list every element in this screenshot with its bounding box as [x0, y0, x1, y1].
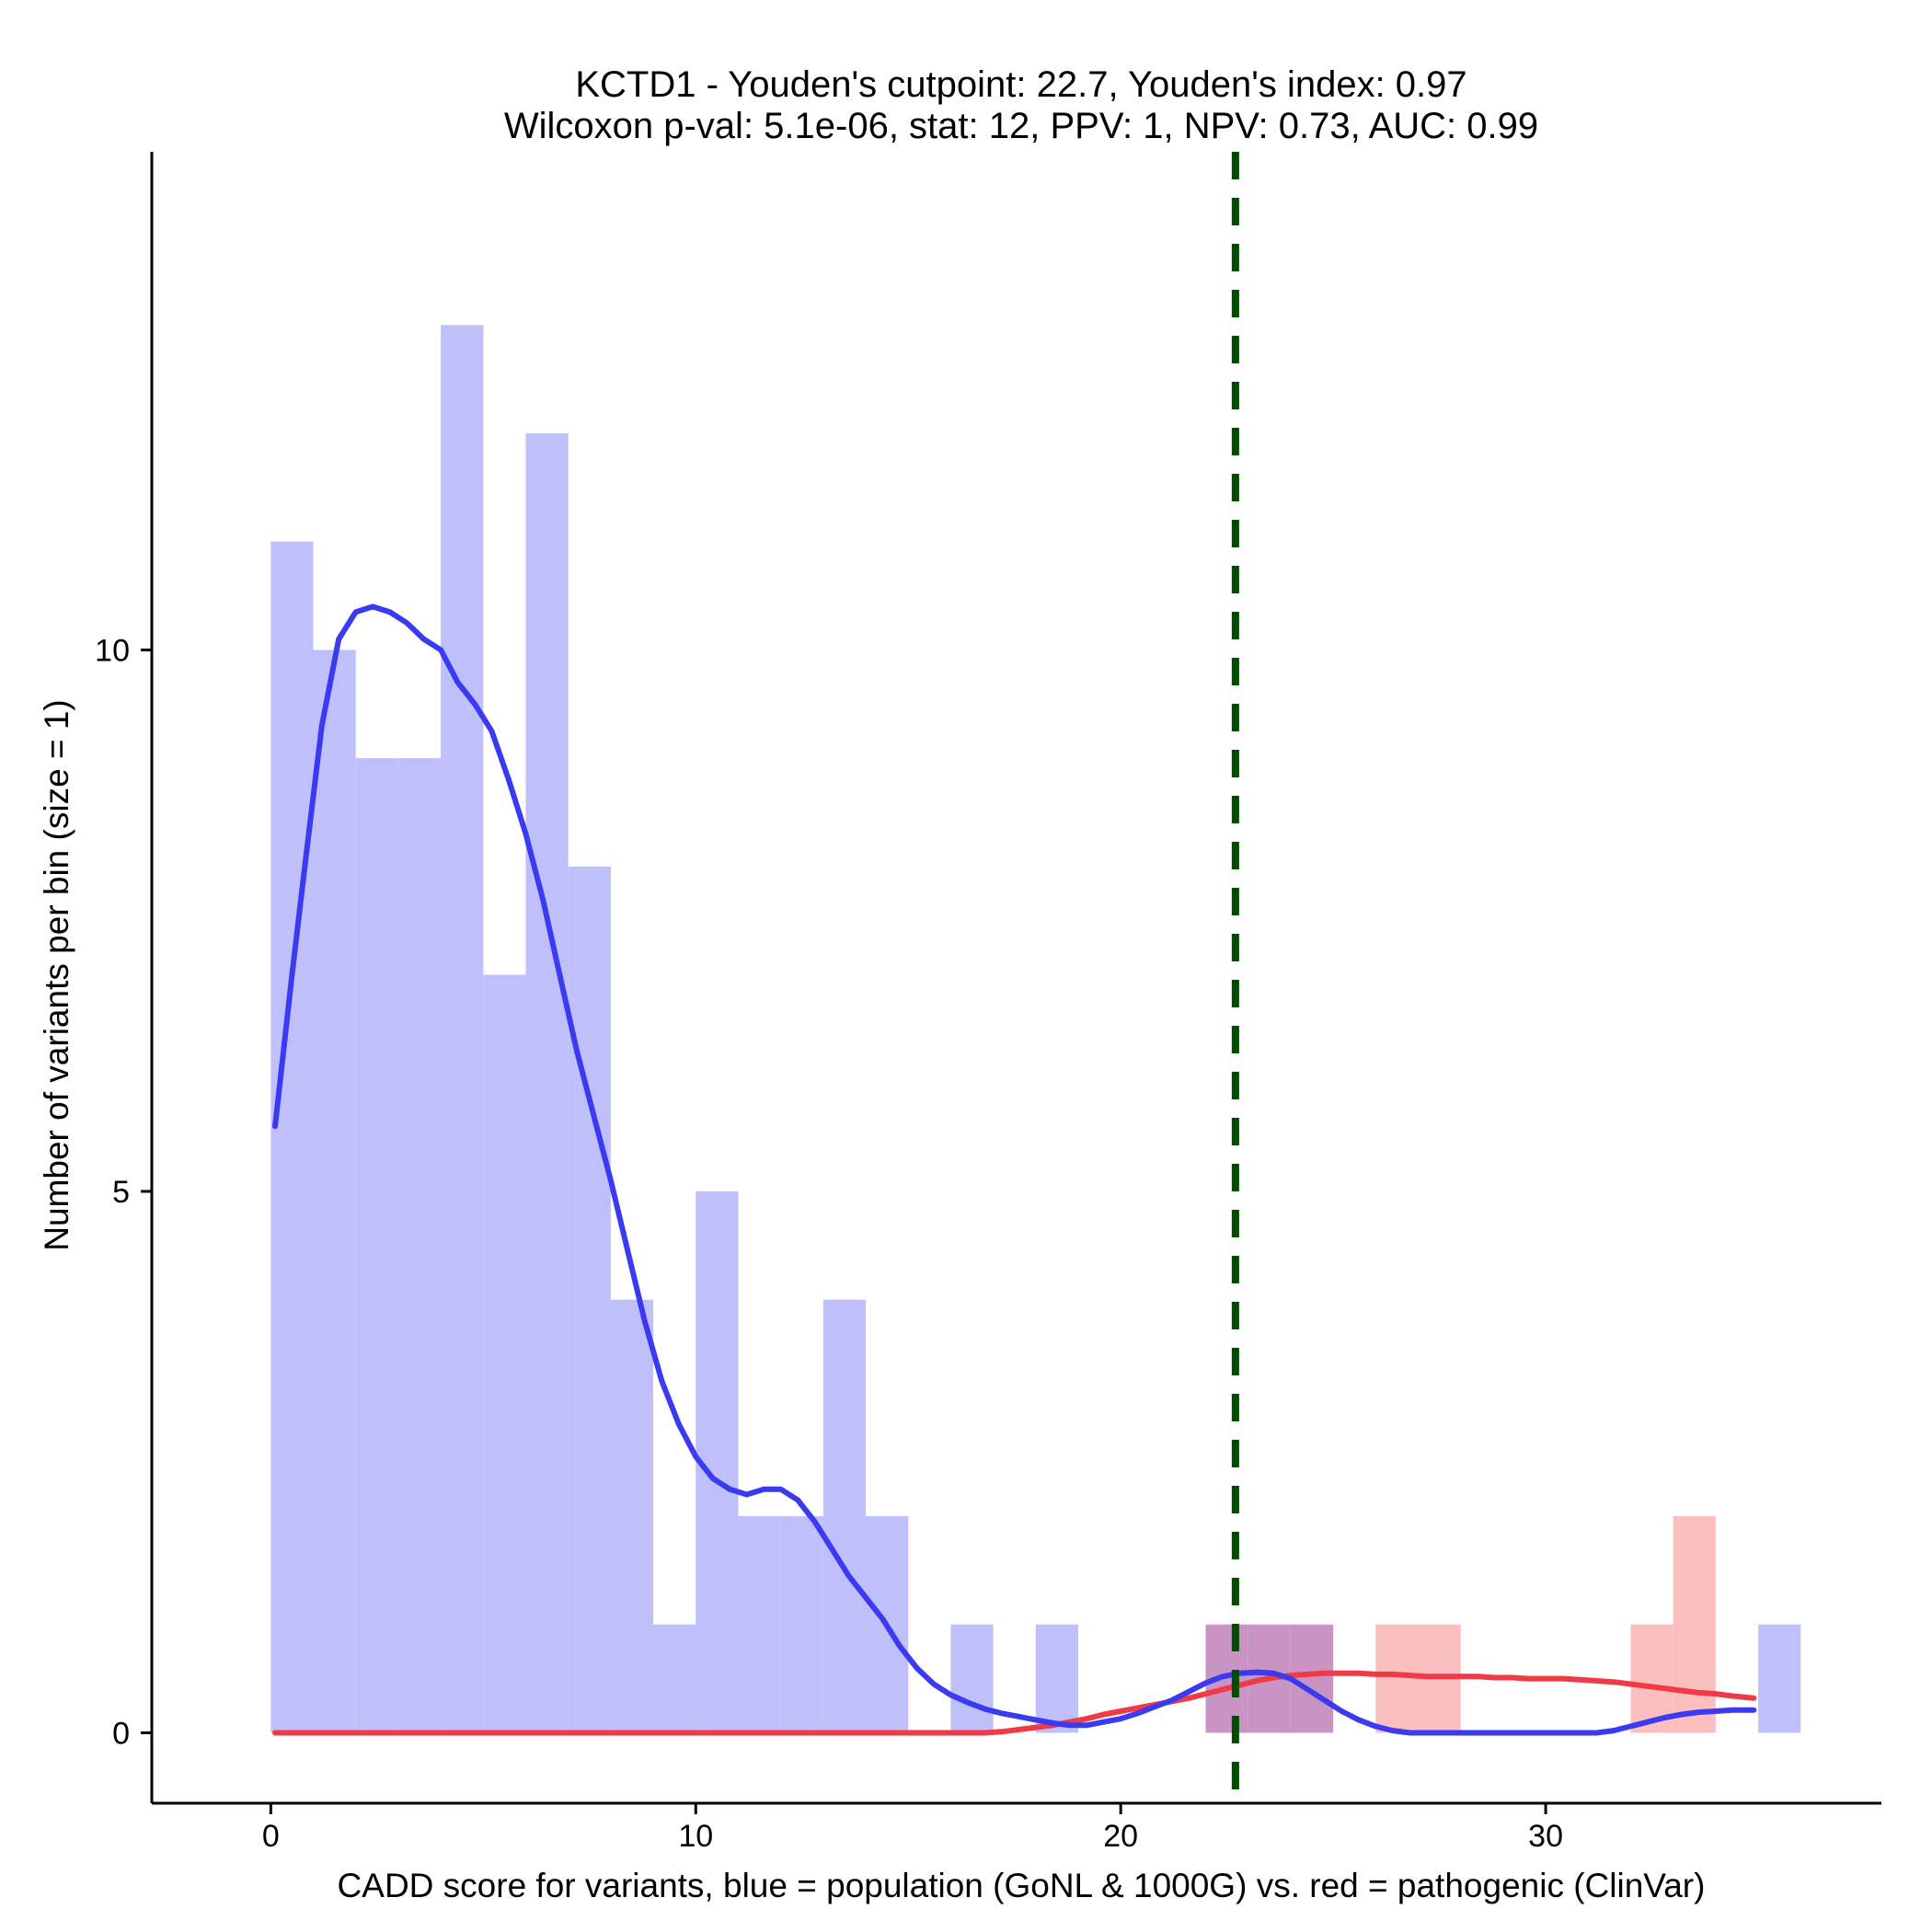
population-bar [270, 541, 314, 1733]
x-tick-label: 30 [1528, 1819, 1563, 1854]
density-lines [272, 604, 1757, 1736]
population-bar [483, 974, 526, 1733]
population-bar [397, 758, 442, 1733]
y-tick-label: 5 [112, 1175, 130, 1210]
pathogenic-bar [1673, 1516, 1716, 1733]
population-bar [568, 866, 611, 1733]
population-bar [653, 1624, 696, 1733]
population-bar [1758, 1624, 1801, 1733]
y-tick-label: 10 [95, 633, 130, 668]
population-bar [313, 650, 356, 1733]
y-tick-label: 0 [112, 1716, 130, 1751]
pathogenic-bar [1375, 1624, 1419, 1733]
chart-title-line-1: KCTD1 - Youden's cutpoint: 22.7, Youden'… [575, 64, 1466, 105]
overlap-bar [1290, 1624, 1334, 1733]
x-tick-label: 10 [678, 1819, 713, 1854]
y-axis-label: Number of variants per bin (size = 1) [38, 699, 75, 1250]
histogram-bars [270, 325, 1801, 1733]
axis-ticks: 0 10 20 30 0 5 10 [95, 633, 1563, 1854]
population-bar [355, 758, 398, 1733]
chart-title: KCTD1 - Youden's cutpoint: 22.7, Youden'… [504, 64, 1538, 146]
x-tick-label: 20 [1103, 1819, 1138, 1854]
x-tick-label: 0 [262, 1819, 280, 1854]
population-bar [738, 1516, 781, 1733]
population-bar [525, 433, 569, 1733]
population-bar [780, 1516, 823, 1733]
axes [150, 152, 1881, 1805]
population-bar [441, 325, 484, 1733]
population-bar [610, 1299, 654, 1733]
population-bar [950, 1624, 994, 1733]
population-density-line [272, 604, 1757, 1736]
x-axis-label: CADD score for variants, blue = populati… [338, 1867, 1706, 1904]
population-bar [1035, 1624, 1078, 1733]
population-bar [822, 1299, 867, 1733]
chart-title-line-2: Wilcoxon p-val: 5.1e-06, stat: 12, PPV: … [504, 106, 1538, 146]
